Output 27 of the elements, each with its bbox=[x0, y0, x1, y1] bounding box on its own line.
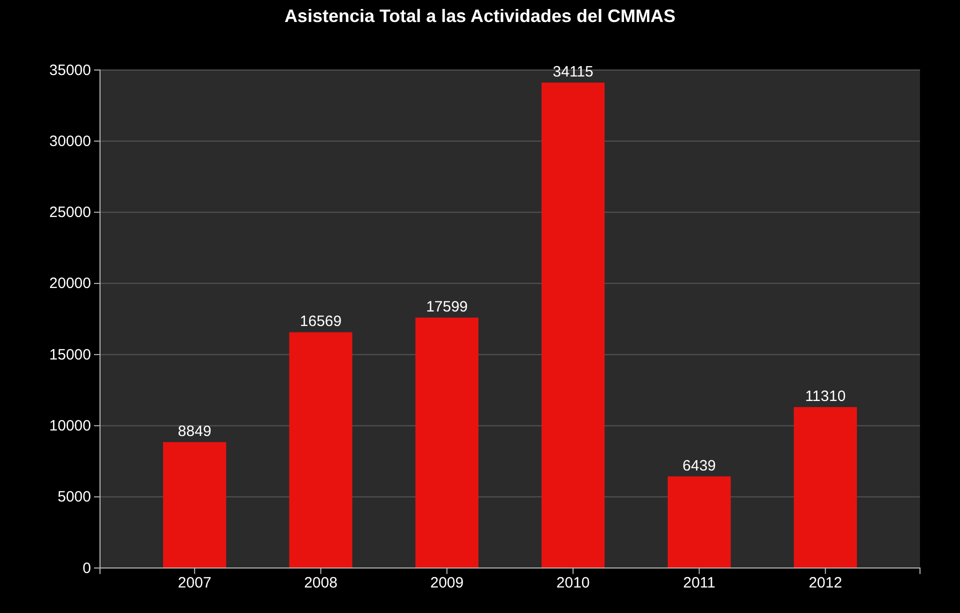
x-tick-label: 2011 bbox=[683, 574, 716, 592]
chart-title: Asistencia Total a las Actividades del CMMAS bbox=[284, 6, 676, 26]
bar bbox=[163, 442, 226, 568]
bar bbox=[794, 407, 857, 568]
x-tick-label: 2012 bbox=[808, 574, 842, 592]
bar bbox=[415, 318, 478, 568]
bar bbox=[668, 476, 731, 568]
y-tick-label: 35000 bbox=[49, 62, 91, 79]
bar bbox=[542, 82, 605, 568]
data-label: 6439 bbox=[682, 457, 716, 474]
data-label: 17599 bbox=[426, 298, 468, 316]
data-label: 34115 bbox=[552, 64, 594, 81]
x-tick-label: 2010 bbox=[556, 574, 590, 592]
y-tick-label: 5000 bbox=[58, 488, 91, 506]
data-label: 8849 bbox=[178, 423, 212, 440]
y-tick-label: 15000 bbox=[49, 346, 91, 364]
bar bbox=[289, 332, 352, 568]
data-label: 11310 bbox=[805, 388, 846, 406]
data-label: 16569 bbox=[300, 313, 342, 330]
x-tick-label: 2009 bbox=[430, 574, 464, 592]
y-tick-label: 20000 bbox=[49, 275, 91, 292]
y-tick-label: 25000 bbox=[49, 204, 91, 222]
y-tick-label: 0 bbox=[82, 560, 91, 577]
y-tick-label: 10000 bbox=[49, 418, 91, 435]
y-tick-label: 30000 bbox=[49, 132, 91, 150]
x-tick-label: 2007 bbox=[178, 574, 212, 592]
x-tick-label: 2008 bbox=[304, 574, 338, 592]
